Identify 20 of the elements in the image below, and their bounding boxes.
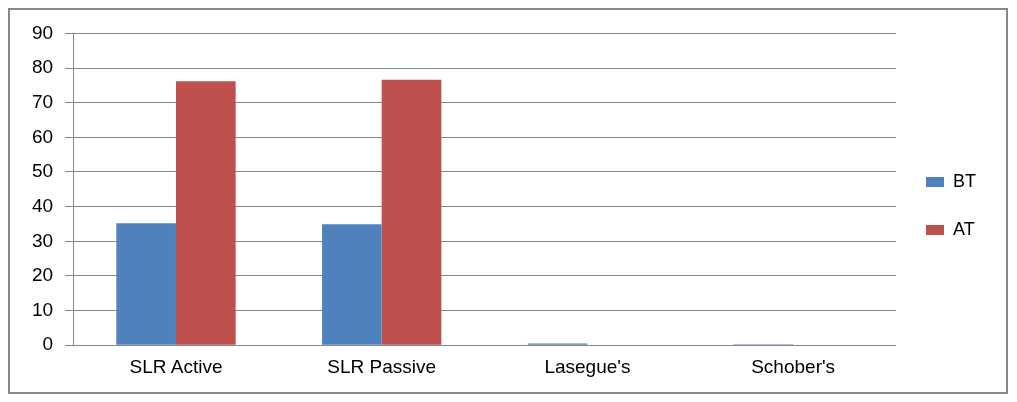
bar: [175, 81, 236, 345]
legend-label: AT: [953, 218, 975, 239]
y-tick-label: 30: [31, 229, 54, 251]
x-tick-label: SLR Active: [129, 355, 223, 377]
y-tick-label: 50: [31, 160, 54, 182]
y-tick-label: 0: [42, 333, 54, 355]
y-tick-label: 70: [31, 90, 54, 112]
x-tick-label: SLR Passive: [327, 355, 437, 377]
y-tick-label: 40: [31, 194, 54, 216]
y-tick-label: 90: [31, 21, 54, 43]
y-tick-label: 60: [31, 125, 54, 147]
y-tick-label: 80: [31, 56, 54, 78]
y-tick-label: 10: [31, 298, 54, 320]
legend-label: BT: [953, 170, 977, 191]
bar: [322, 224, 382, 345]
y-tick-label: 20: [31, 264, 54, 286]
x-tick-label: Lasegue's: [544, 355, 631, 377]
x-tick-label: Schober's: [751, 355, 836, 377]
bar: [116, 223, 176, 345]
bar: [381, 79, 442, 345]
